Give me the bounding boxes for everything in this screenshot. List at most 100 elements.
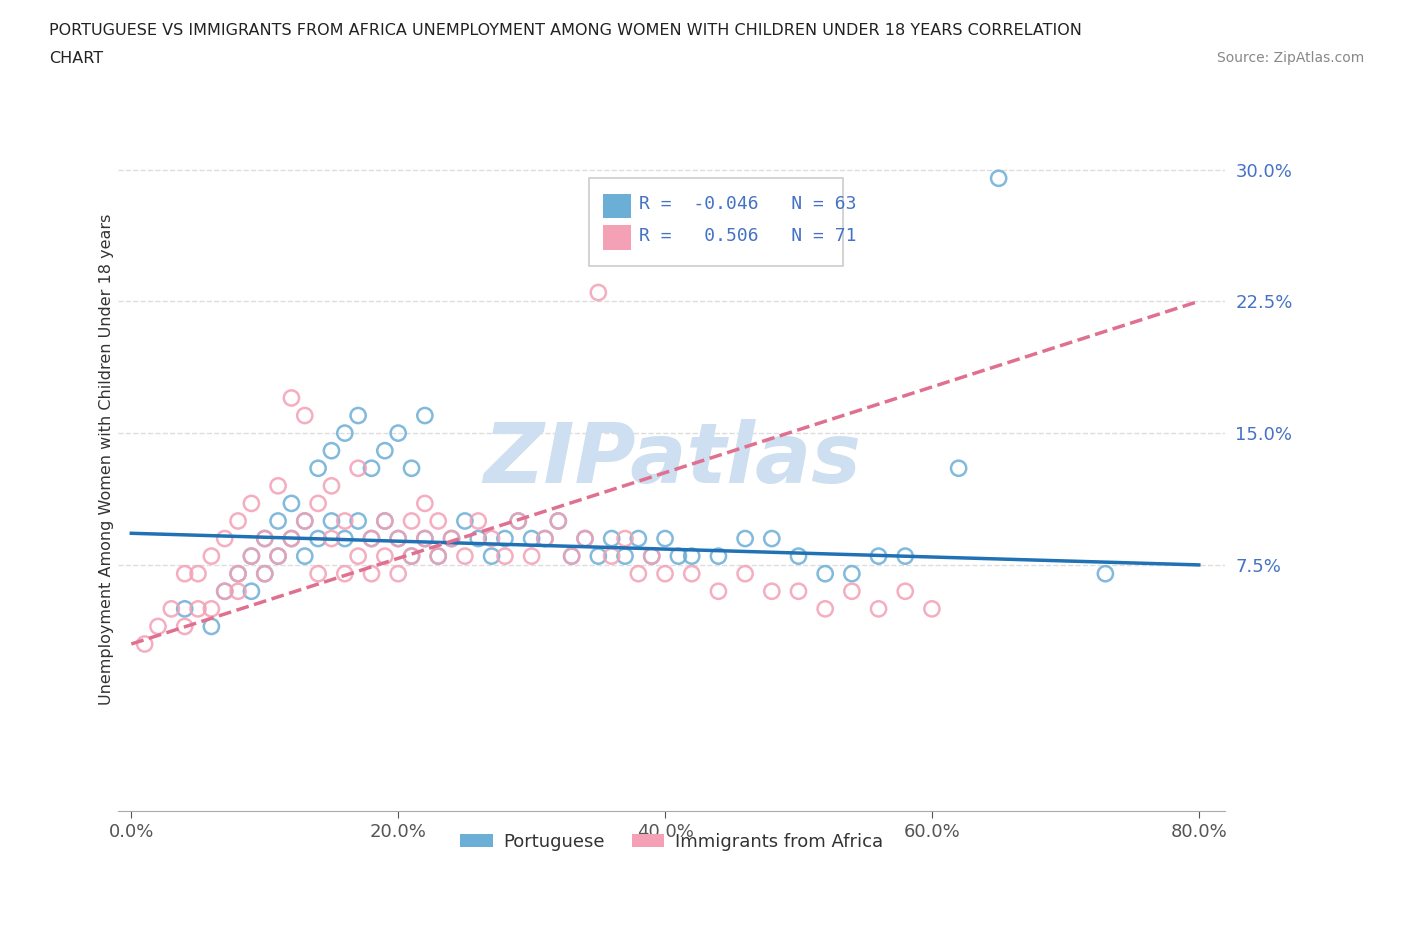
Point [413, 531, 436, 546]
Point [347, 408, 370, 423]
Point [321, 513, 343, 528]
Point [214, 584, 236, 599]
Point [534, 531, 557, 546]
Point [413, 531, 436, 546]
Point [948, 461, 970, 476]
FancyBboxPatch shape [603, 193, 631, 219]
Point [734, 566, 756, 581]
Point [494, 549, 516, 564]
Point [214, 531, 236, 546]
Point [627, 566, 650, 581]
Text: R =  -0.046   N = 63: R = -0.046 N = 63 [638, 195, 856, 213]
Point [280, 391, 302, 405]
Point [173, 602, 195, 617]
Point [814, 602, 837, 617]
Point [494, 531, 516, 546]
Point [187, 566, 209, 581]
Point [374, 513, 396, 528]
Point [401, 513, 423, 528]
Point [868, 549, 890, 564]
Point [347, 549, 370, 564]
Point [654, 566, 676, 581]
Point [588, 549, 610, 564]
Legend: Portuguese, Immigrants from Africa: Portuguese, Immigrants from Africa [453, 826, 890, 858]
Point [600, 531, 623, 546]
Point [226, 566, 249, 581]
Point [146, 619, 169, 634]
Point [894, 584, 917, 599]
Point [321, 531, 343, 546]
Point [440, 531, 463, 546]
Point [588, 286, 610, 300]
Point [707, 549, 730, 564]
Point [841, 566, 863, 581]
Point [333, 426, 356, 441]
Point [707, 584, 730, 599]
Point [574, 531, 596, 546]
Point [841, 584, 863, 599]
Point [761, 531, 783, 546]
Point [787, 549, 810, 564]
Point [240, 584, 263, 599]
Point [374, 549, 396, 564]
Text: R =   0.506   N = 71: R = 0.506 N = 71 [638, 227, 856, 245]
Point [734, 531, 756, 546]
Point [627, 531, 650, 546]
Point [280, 531, 302, 546]
Point [200, 619, 222, 634]
Point [427, 513, 450, 528]
Text: ZIPatlas: ZIPatlas [482, 419, 860, 500]
Point [987, 171, 1010, 186]
Point [253, 531, 276, 546]
Point [508, 513, 530, 528]
Point [387, 426, 409, 441]
Point [761, 584, 783, 599]
Point [401, 461, 423, 476]
Text: PORTUGUESE VS IMMIGRANTS FROM AFRICA UNEMPLOYMENT AMONG WOMEN WITH CHILDREN UNDE: PORTUGUESE VS IMMIGRANTS FROM AFRICA UNE… [49, 23, 1083, 38]
Point [307, 461, 329, 476]
Point [413, 408, 436, 423]
Point [413, 496, 436, 511]
Point [427, 549, 450, 564]
Point [214, 584, 236, 599]
Point [894, 549, 917, 564]
Point [267, 478, 290, 493]
Point [294, 513, 316, 528]
Point [374, 444, 396, 458]
Point [520, 549, 543, 564]
Point [200, 549, 222, 564]
Point [253, 566, 276, 581]
Point [440, 531, 463, 546]
Point [253, 566, 276, 581]
Point [321, 444, 343, 458]
Point [240, 496, 263, 511]
Point [534, 531, 557, 546]
Point [454, 549, 477, 564]
Point [561, 549, 583, 564]
Point [614, 531, 637, 546]
Text: CHART: CHART [49, 51, 103, 66]
Point [547, 513, 569, 528]
Point [681, 566, 703, 581]
Point [654, 531, 676, 546]
Point [240, 549, 263, 564]
Point [374, 513, 396, 528]
Point [187, 602, 209, 617]
Point [333, 513, 356, 528]
Point [401, 549, 423, 564]
Point [614, 549, 637, 564]
Point [347, 513, 370, 528]
Point [200, 602, 222, 617]
Point [481, 531, 503, 546]
FancyBboxPatch shape [603, 225, 631, 250]
Point [226, 513, 249, 528]
Point [240, 549, 263, 564]
Point [641, 549, 664, 564]
Point [467, 531, 489, 546]
Point [307, 566, 329, 581]
Point [641, 549, 664, 564]
Text: Source: ZipAtlas.com: Source: ZipAtlas.com [1216, 51, 1364, 65]
Point [921, 602, 943, 617]
Point [387, 531, 409, 546]
Point [387, 566, 409, 581]
